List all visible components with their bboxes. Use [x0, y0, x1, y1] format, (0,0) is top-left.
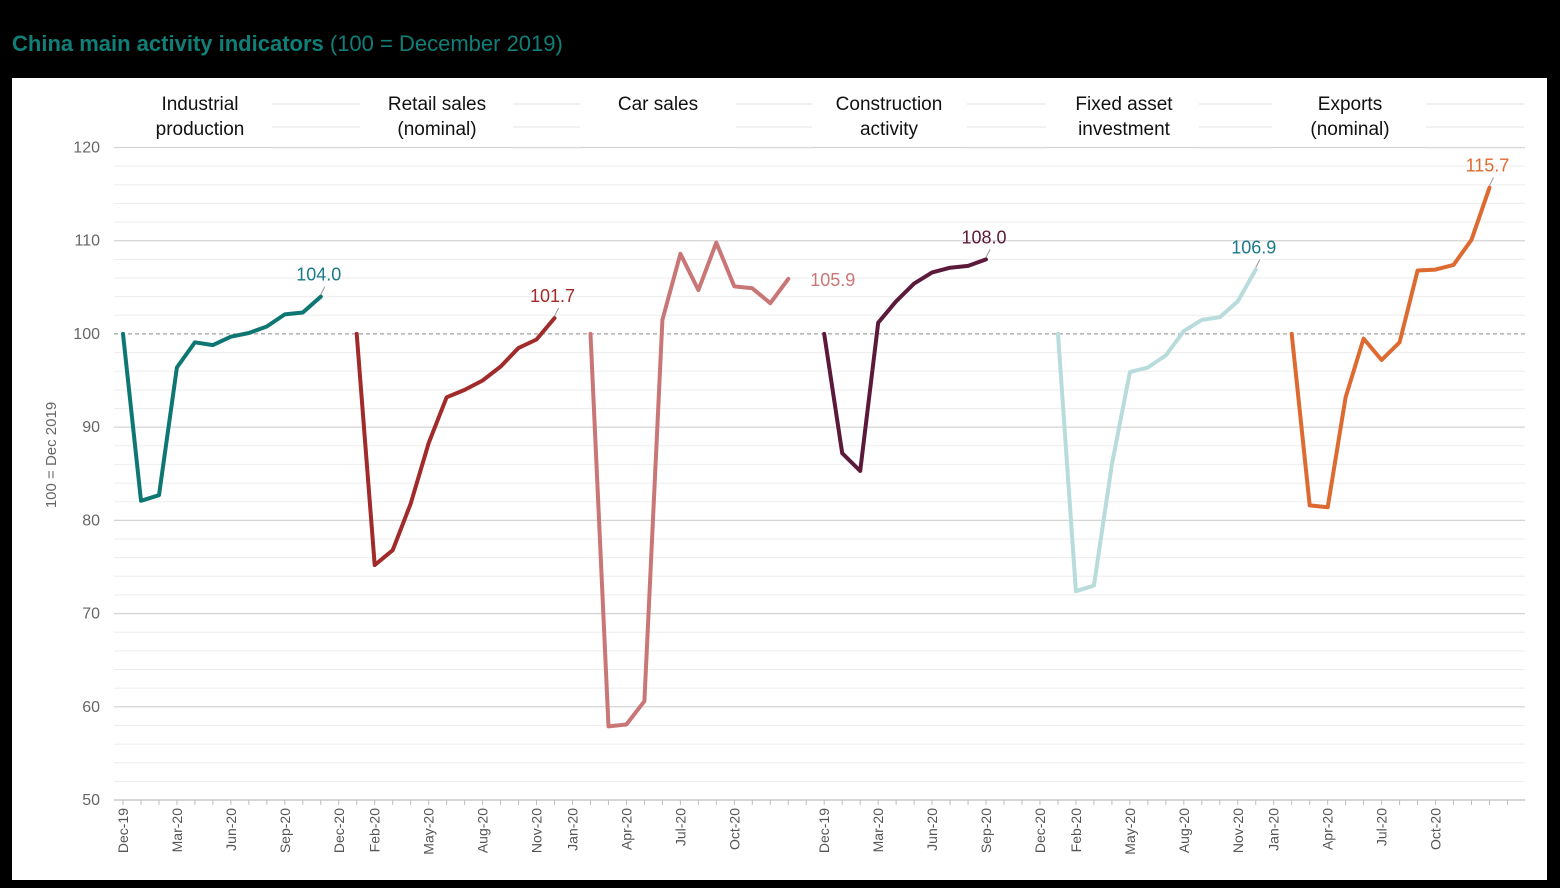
y-tick-label: 100: [73, 326, 100, 343]
panel-title-line: Retail sales: [388, 94, 486, 115]
y-tick-label: 60: [82, 699, 100, 716]
y-tick-label: 70: [82, 606, 100, 623]
x-tick-label: Dec-19: [816, 808, 832, 853]
panel-title-line: Construction: [836, 94, 943, 115]
panel-title-line: Industrial: [161, 94, 238, 115]
panel-title-line: production: [156, 119, 245, 140]
y-tick-label: 90: [82, 419, 100, 436]
label-leader-line: [554, 307, 559, 317]
x-tick-label: Nov-20: [529, 808, 545, 853]
label-leader-line: [1255, 259, 1261, 268]
chart-title-subtitle: (100 = December 2019): [329, 31, 563, 56]
y-tick-label: 50: [82, 792, 100, 809]
x-tick-label: Apr-20: [618, 808, 634, 850]
x-tick-label: Aug-20: [1176, 808, 1192, 853]
series-line: [121, 294, 323, 503]
series-end-label: 108.0: [962, 227, 1007, 247]
series-end-label: 104.0: [296, 265, 341, 285]
x-tick-label: Oct-20: [1428, 808, 1444, 850]
x-tick-label: Sep-20: [978, 808, 994, 853]
series-line: [354, 316, 557, 568]
y-tick-label: 110: [74, 233, 100, 250]
x-tick-label: May-20: [1122, 808, 1138, 855]
series-line: [1056, 267, 1258, 594]
y-tick-label: 120: [73, 140, 100, 157]
x-tick-label: Jul-20: [1374, 808, 1390, 846]
series-line: [1289, 185, 1492, 510]
x-tick-label: Feb-20: [1068, 808, 1084, 853]
panel-title-line: (nominal): [1310, 119, 1389, 140]
series-end-label: 115.7: [1466, 156, 1510, 176]
x-tick-label: Dec-20: [331, 808, 347, 853]
plot-area: [12, 78, 1547, 880]
panel-title-line: (nominal): [397, 119, 476, 140]
x-tick-label: Feb-20: [367, 808, 383, 853]
series-line: [588, 240, 791, 729]
series-line: [822, 257, 988, 473]
x-tick-label: Nov-20: [1230, 808, 1246, 853]
series-end-label: 105.9: [810, 270, 855, 290]
series-layer: 104.0 101.7 105.9 108.0 106.9 115.7: [121, 156, 1510, 729]
x-tick-label: Dec-20: [1032, 808, 1048, 853]
x-tick-label: Jun-20: [223, 808, 239, 851]
title-bar: China main activity indicators (100 = De…: [0, 0, 1560, 78]
panel-title-line: activity: [860, 119, 919, 140]
x-tick-label: Mar-20: [870, 808, 886, 853]
panel-label-layer: Industrial production Retail sales (nominal…: [156, 94, 1524, 149]
panel-title-line: Car sales: [618, 94, 698, 115]
x-tick-label: Sep-20: [277, 808, 293, 853]
panel-title-line: Exports: [1318, 94, 1382, 115]
x-tick-label: Aug-20: [475, 808, 491, 853]
y-tick-label: 80: [82, 512, 100, 529]
chart-title: China main activity indicators (100 = De…: [12, 31, 563, 57]
x-tick-label: Apr-20: [1320, 808, 1336, 850]
x-tick-label: Oct-20: [726, 808, 742, 850]
x-tick-label: Dec-19: [115, 808, 131, 853]
label-leader-line: [320, 286, 326, 295]
x-tick-label: Jun-20: [924, 808, 940, 851]
x-tick-label: Mar-20: [169, 808, 185, 853]
panel-title-line: investment: [1078, 119, 1171, 140]
y-axis-label: 100 = Dec 2019: [43, 402, 60, 508]
grid-layer: [114, 146, 1525, 782]
series-end-label: 106.9: [1231, 238, 1276, 258]
x-tick-label: Jan-20: [1266, 808, 1282, 851]
series-end-label: 101.7: [530, 286, 575, 306]
x-tick-label: Jan-20: [565, 808, 581, 851]
label-leader-line: [985, 249, 991, 258]
label-leader-line: [1489, 177, 1494, 186]
chart-title-main: China main activity indicators: [12, 31, 324, 56]
x-tick-label: May-20: [421, 808, 437, 855]
panel-title-line: Fixed asset: [1075, 94, 1173, 115]
x-tick-label: Jul-20: [672, 808, 688, 846]
axis-layer: 50 60 70 80 90 100 110 120 100 = Dec 2019 Dec-19 M…: [43, 140, 1525, 855]
